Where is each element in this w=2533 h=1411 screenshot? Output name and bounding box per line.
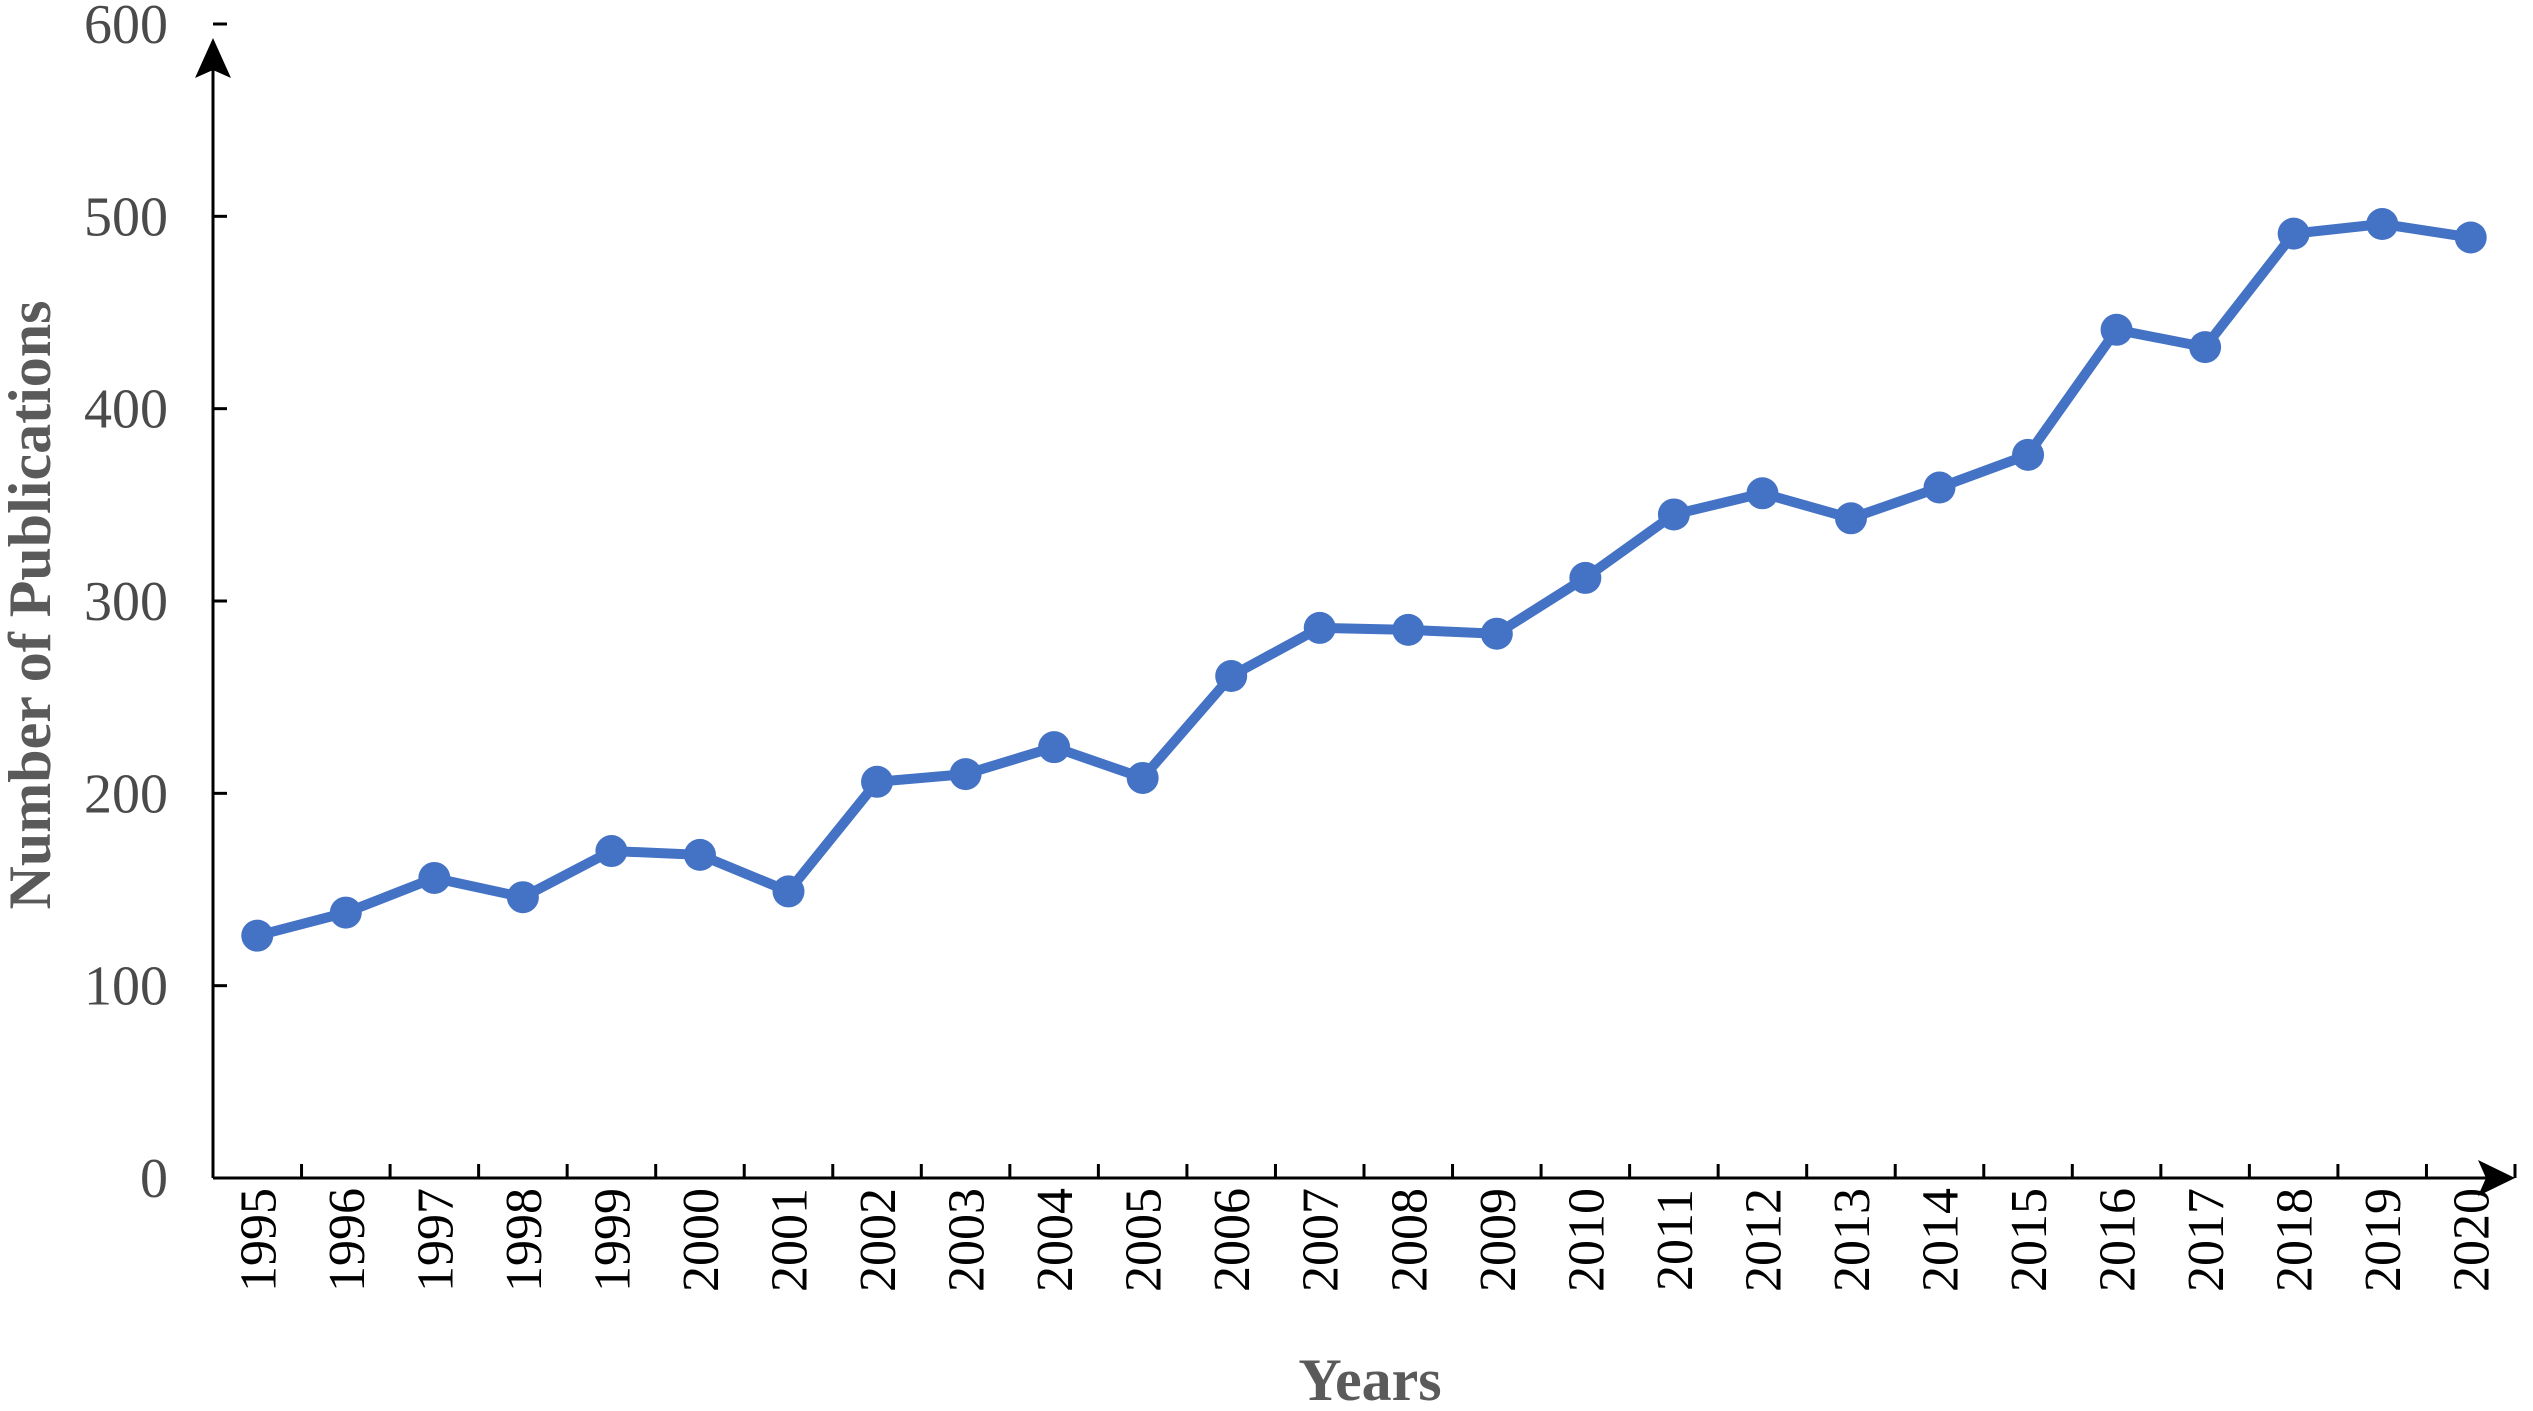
x-tick-label: 2010 bbox=[1558, 1188, 1615, 1292]
data-point bbox=[329, 896, 362, 929]
x-tick-label: 1997 bbox=[407, 1188, 464, 1292]
data-point bbox=[949, 758, 982, 791]
data-point bbox=[1392, 613, 1425, 646]
x-tick-label: 2012 bbox=[1735, 1188, 1792, 1292]
data-point bbox=[2277, 217, 2310, 250]
y-tick-label: 500 bbox=[84, 186, 168, 248]
data-point bbox=[2366, 208, 2399, 241]
x-tick-label: 2016 bbox=[2090, 1188, 2147, 1292]
x-axis-ticks: 1995 1996 1997 1998 1999 2000 2001 2002 2003 2004… bbox=[211, 1164, 2517, 1292]
data-point bbox=[683, 838, 716, 871]
data-point bbox=[2454, 221, 2487, 254]
x-tick-label: 2007 bbox=[1293, 1188, 1350, 1292]
data-point bbox=[506, 881, 539, 914]
x-tick-label: 2018 bbox=[2267, 1188, 2324, 1292]
y-tick-label: 100 bbox=[84, 956, 168, 1018]
data-point bbox=[2012, 438, 2045, 471]
data-point bbox=[241, 919, 274, 952]
x-tick-label: 2001 bbox=[762, 1188, 819, 1292]
y-tick-label: 600 bbox=[84, 0, 168, 56]
data-point bbox=[2100, 313, 2133, 346]
axes bbox=[195, 38, 2515, 1196]
series-line bbox=[252, 219, 2476, 941]
data-point bbox=[1303, 611, 1336, 644]
data-point bbox=[1126, 761, 1159, 794]
x-axis-title: Years bbox=[1298, 1347, 1441, 1411]
data-point bbox=[1746, 477, 1779, 510]
x-tick-label: 1995 bbox=[230, 1188, 287, 1292]
y-axis-ticks: 0 100 200 300 400 500 600 bbox=[84, 0, 227, 1210]
x-tick-label: 2011 bbox=[1647, 1189, 1704, 1291]
data-point bbox=[1569, 561, 1602, 594]
x-tick-label: 2006 bbox=[1204, 1188, 1261, 1292]
x-tick-label: 2015 bbox=[2001, 1188, 2058, 1292]
y-tick-label: 200 bbox=[84, 763, 168, 825]
x-tick-label: 2020 bbox=[2444, 1188, 2501, 1292]
x-tick-label: 1996 bbox=[319, 1188, 376, 1292]
y-axis-title: Number of Publications bbox=[0, 301, 63, 910]
x-tick-label: 2017 bbox=[2178, 1188, 2235, 1292]
data-point bbox=[1923, 471, 1956, 504]
x-tick-label: 2019 bbox=[2355, 1188, 2412, 1292]
y-axis-arrow bbox=[195, 38, 231, 78]
x-tick-label: 2014 bbox=[1913, 1188, 1970, 1292]
y-tick-label: 300 bbox=[84, 571, 168, 633]
data-point bbox=[1657, 498, 1690, 531]
x-tick-label: 2000 bbox=[673, 1188, 730, 1292]
data-point bbox=[1215, 660, 1248, 693]
y-tick-label: 400 bbox=[84, 379, 168, 441]
x-tick-label: 1998 bbox=[496, 1188, 553, 1292]
data-point bbox=[2189, 331, 2222, 364]
data-point bbox=[595, 835, 628, 868]
y-tick-label: 0 bbox=[140, 1148, 168, 1210]
x-tick-label: 2004 bbox=[1027, 1188, 1084, 1292]
x-tick-label: 2003 bbox=[939, 1188, 996, 1292]
data-point bbox=[1834, 502, 1867, 535]
x-tick-label: 2013 bbox=[1824, 1188, 1881, 1292]
x-axis-arrow bbox=[2478, 1160, 2515, 1196]
data-point bbox=[861, 765, 894, 798]
series-layer bbox=[241, 208, 2487, 952]
data-point bbox=[1038, 731, 1071, 764]
x-tick-label: 2005 bbox=[1116, 1188, 1173, 1292]
data-point bbox=[772, 875, 805, 908]
data-point bbox=[1480, 617, 1513, 650]
x-tick-label: 1999 bbox=[584, 1188, 641, 1292]
x-tick-label: 2008 bbox=[1381, 1188, 1438, 1292]
x-tick-label: 2009 bbox=[1470, 1188, 1527, 1292]
x-tick-label: 2002 bbox=[850, 1188, 907, 1292]
data-point bbox=[418, 861, 451, 894]
